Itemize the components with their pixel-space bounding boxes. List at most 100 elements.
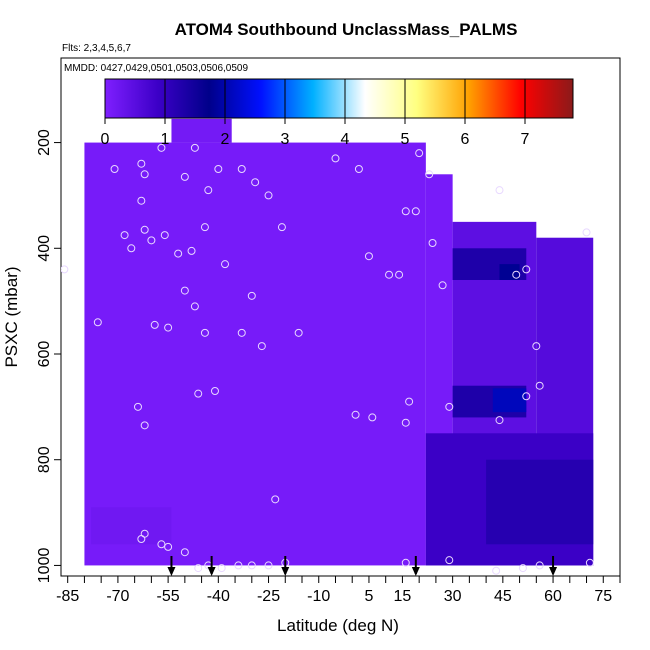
observation-marker <box>164 323 173 332</box>
observation-marker <box>395 270 404 279</box>
heat-region-2 <box>91 507 172 545</box>
observation-marker <box>495 416 504 425</box>
dates-subtitle: MMDD: 0427,0429,0501,0503,0506,0509 <box>64 63 248 74</box>
observation-marker <box>331 154 340 163</box>
colorbar-label-7: 7 <box>521 131 530 148</box>
colorbar-label-5: 5 <box>401 131 410 148</box>
colorbar <box>104 78 574 119</box>
observation-marker <box>180 286 189 295</box>
observation-marker <box>140 225 149 234</box>
flight-arrow-head <box>549 567 558 576</box>
x-tick-label--55: -55 <box>157 588 180 605</box>
observation-marker <box>160 231 169 240</box>
observation-marker <box>277 223 286 232</box>
observation-marker <box>200 223 209 232</box>
observation-marker <box>368 413 377 422</box>
observation-marker <box>180 548 189 557</box>
observation-marker <box>522 392 531 401</box>
colorbar-label-2: 2 <box>221 131 230 148</box>
flights-subtitle: Flts: 2,3,4,5,6,7 <box>62 43 131 54</box>
observation-marker <box>354 165 363 173</box>
observation-marker <box>190 143 199 152</box>
observation-marker <box>512 270 521 279</box>
observation-marker <box>445 556 454 565</box>
observation-marker <box>585 558 594 567</box>
observation-marker <box>194 564 203 573</box>
observation-marker <box>137 196 146 205</box>
observation-marker <box>271 495 280 504</box>
observation-marker <box>140 529 149 538</box>
y-tick-label-600: 600 <box>36 341 53 368</box>
observation-marker <box>237 328 246 337</box>
observation-marker <box>264 191 273 200</box>
observation-marker <box>385 270 394 279</box>
observation-marker <box>214 165 223 173</box>
observation-marker <box>294 328 303 337</box>
colorbar-ticks: 0 1 2 3 4 5 6 7 <box>101 79 530 148</box>
heatmap-field <box>84 118 594 566</box>
observation-marker <box>187 246 196 255</box>
observation-marker <box>405 397 414 406</box>
observation-marker <box>401 418 410 427</box>
y-tick-label-800: 800 <box>36 446 53 473</box>
flight-arrow-head <box>167 567 176 576</box>
observation-marker <box>247 561 256 570</box>
observation-marker <box>522 265 531 274</box>
observation-marker <box>251 178 260 187</box>
colorbar-label-6: 6 <box>461 131 470 148</box>
observation-marker <box>221 260 230 269</box>
x-axis-label: Latitude (deg N) <box>277 616 399 635</box>
observation-marker <box>495 186 504 195</box>
observation-marker <box>425 170 434 179</box>
observation-marker <box>518 564 527 573</box>
y-tick-label-400: 400 <box>36 235 53 262</box>
y-axis-label: PSXC (mbar) <box>2 266 21 367</box>
y-tick-label-200: 200 <box>36 129 53 156</box>
heat-region-7 <box>499 264 520 280</box>
flight-arrows <box>167 556 558 576</box>
observation-marker <box>582 228 591 237</box>
heat-region-9 <box>492 388 527 413</box>
x-tick-label-45: 45 <box>494 588 512 605</box>
observation-marker <box>237 165 246 173</box>
observation-marker <box>157 540 166 549</box>
colorbar-label-4: 4 <box>341 131 350 148</box>
observation-marker <box>137 159 146 168</box>
observation-marker <box>120 231 129 240</box>
observation-marker <box>411 207 420 216</box>
observation-marker <box>194 389 203 398</box>
observation-marker <box>247 291 256 300</box>
observation-marker <box>210 387 219 395</box>
observation-marker <box>174 249 183 258</box>
flight-arrow-head <box>411 567 420 576</box>
x-tick-label--70: -70 <box>106 588 129 605</box>
observation-marker <box>532 342 541 351</box>
observation-marker <box>164 542 173 551</box>
observation-marker <box>157 143 166 152</box>
observation-marker <box>364 252 373 261</box>
x-tick-label-15: 15 <box>394 588 412 605</box>
observation-marker <box>217 564 226 573</box>
x-tick-label-60: 60 <box>544 588 562 605</box>
observation-marker <box>351 410 360 419</box>
chart-title: ATOM4 Southbound UnclassMass_PALMS <box>175 20 518 39</box>
heat-region-0 <box>171 118 232 143</box>
observation-marker <box>204 186 213 195</box>
y-tick-label-1000: 1000 <box>36 548 53 584</box>
observation-marker <box>535 561 544 570</box>
flight-arrow-head <box>281 567 290 576</box>
x-tick-label--10: -10 <box>307 588 330 605</box>
y-axis-ticks: 200 400 600 800 1000 <box>36 129 61 583</box>
observation-marker <box>234 561 243 570</box>
observation-marker <box>190 302 199 311</box>
observation-marker <box>492 566 501 575</box>
observation-marker <box>140 421 149 430</box>
observation-marker <box>535 381 544 390</box>
observation-marker <box>110 165 119 173</box>
observation-marker <box>150 320 159 329</box>
observation-marker <box>415 149 424 158</box>
x-tick-label-30: 30 <box>444 588 462 605</box>
observation-marker <box>445 402 454 411</box>
x-tick-label-5: 5 <box>364 588 373 605</box>
heat-region-1 <box>84 142 426 566</box>
